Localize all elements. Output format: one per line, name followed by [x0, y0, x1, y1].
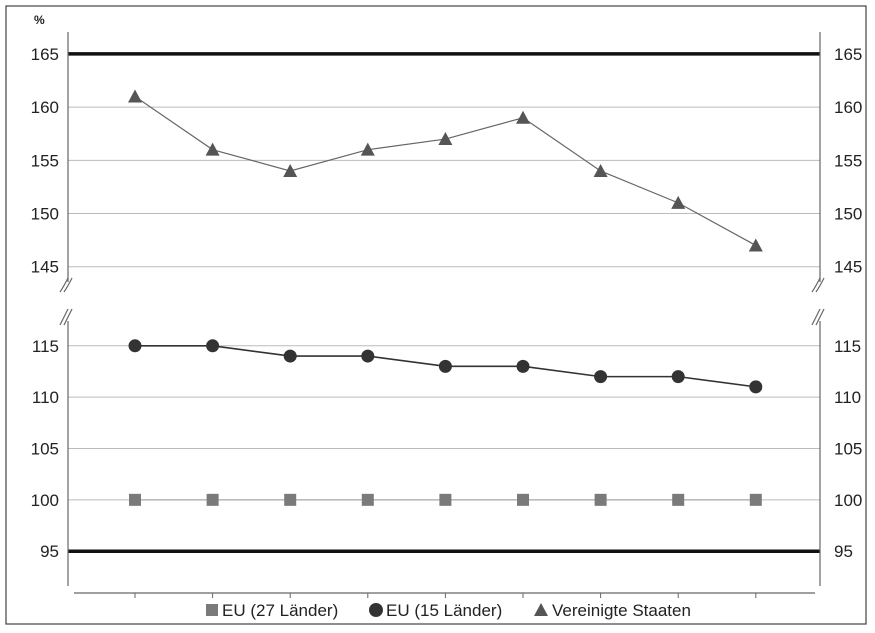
data-point-circle	[361, 349, 375, 363]
legend-label-eu15: EU (15 Länder)	[386, 601, 502, 620]
y-tick-label-right: 105	[834, 440, 862, 459]
y-tick-label-left: 95	[40, 542, 59, 561]
data-point-circle	[749, 380, 763, 394]
y-tick-label-right: 100	[834, 491, 862, 510]
axis-layer: 165 165 160 160 155 155 150 150 145 145 115 115 110 1…	[31, 32, 862, 598]
legend-label-eu27: EU (27 Länder)	[222, 601, 338, 620]
data-point-square	[206, 493, 219, 506]
legend: EU (27 Länder) EU (15 Länder) Vereinigte…	[206, 601, 691, 620]
data-point-triangle	[671, 195, 686, 209]
axis-break-mark	[811, 308, 821, 326]
legend-marker-usa	[534, 603, 548, 616]
data-point-triangle	[205, 142, 220, 156]
data-point-triangle	[748, 238, 763, 252]
data-point-square	[749, 493, 762, 506]
chart-border	[5, 5, 867, 625]
y-tick-label-right: 165	[834, 45, 862, 64]
axis-break-mark	[815, 277, 825, 293]
data-point-triangle	[516, 110, 530, 124]
data-point-circle	[438, 359, 452, 373]
y-tick-label-left: 105	[31, 440, 59, 459]
data-point-circle	[206, 339, 220, 353]
data-point-triangle	[283, 163, 298, 177]
y-axis-unit: %	[34, 13, 45, 27]
y-tick-label-right: 110	[834, 388, 861, 407]
legend-marker-eu15	[369, 603, 383, 617]
axis-break-mark	[811, 277, 821, 293]
axis-break-mark	[63, 308, 73, 326]
data-point-square	[361, 493, 374, 506]
y-tick-label-left: 150	[31, 205, 59, 224]
y-tick-label-left: 165	[31, 45, 59, 64]
axis-break-mark	[815, 308, 825, 326]
y-tick-label-left: 145	[31, 258, 59, 277]
data-point-square	[439, 493, 452, 506]
data-point-triangle	[128, 89, 142, 103]
legend-label-usa: Vereinigte Staaten	[552, 601, 691, 620]
data-point-circle	[516, 359, 530, 373]
data-point-triangle	[438, 132, 453, 146]
data-point-square	[284, 493, 297, 506]
legend-marker-eu27	[206, 604, 218, 616]
y-tick-label-left: 115	[32, 337, 59, 356]
axis-break-mark	[63, 277, 73, 293]
data-point-square	[594, 493, 607, 506]
data-point-circle	[594, 370, 608, 384]
data-point-square	[672, 493, 685, 506]
data-point-triangle	[593, 163, 608, 177]
y-tick-label-left: 110	[32, 388, 59, 407]
axis-break-mark	[59, 277, 69, 293]
y-tick-label-left: 100	[31, 491, 59, 510]
y-tick-label-right: 145	[834, 258, 862, 277]
y-tick-label-right: 155	[834, 151, 862, 170]
series-layer	[128, 89, 763, 506]
data-point-triangle	[360, 142, 375, 156]
data-point-square	[129, 493, 141, 506]
y-tick-label-left: 160	[31, 98, 59, 117]
data-point-square	[517, 493, 529, 506]
y-tick-label-right: 150	[834, 205, 862, 224]
y-tick-label-right: 160	[834, 98, 862, 117]
axis-break-mark	[59, 308, 69, 326]
y-tick-label-right: 115	[834, 337, 861, 356]
y-tick-label-right: 95	[834, 542, 853, 561]
data-point-circle	[671, 370, 685, 384]
y-tick-label-left: 155	[31, 151, 59, 170]
data-point-circle	[128, 339, 142, 353]
data-point-circle	[283, 349, 297, 363]
